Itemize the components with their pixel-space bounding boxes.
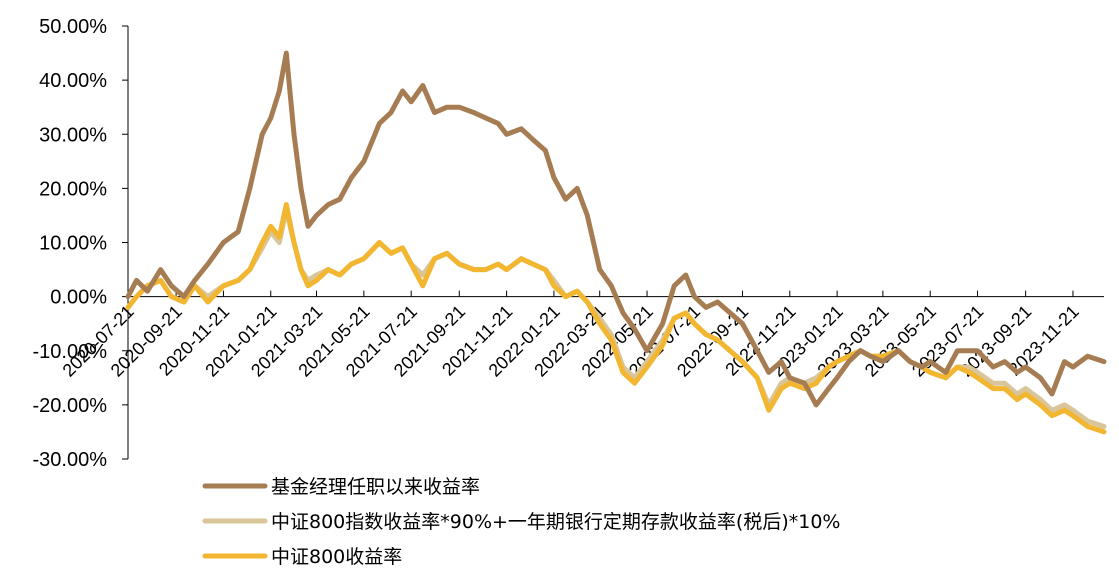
legend-label-1: 中证800指数收益率*90%+一年期银行定期存款收益率(税后)*10%	[271, 511, 840, 533]
y-axis: 50.00% 40.00% 30.00% 20.00% 10.00% 0.00% -10.0…	[33, 16, 129, 471]
y-tick-label: 10.00%	[39, 233, 107, 255]
y-tick-label: -30.00%	[33, 449, 108, 471]
legend-label-0: 基金经理任职以来收益率	[271, 476, 480, 498]
y-tick-label: -10.00%	[33, 341, 108, 363]
y-tick-label: -20.00%	[33, 395, 108, 417]
y-tick-label: 20.00%	[39, 178, 107, 200]
legend: 基金经理任职以来收益率中证800指数收益率*90%+一年期银行定期存款收益率(税…	[202, 476, 840, 568]
y-tick-label: 0.00%	[50, 287, 107, 309]
series-line-0	[125, 50, 1107, 408]
series-layer	[125, 50, 1107, 435]
y-tick-label: 30.00%	[39, 124, 107, 146]
y-tick-label: 40.00%	[39, 70, 107, 92]
y-tick-label: 50.00%	[39, 16, 107, 38]
legend-label-2: 中证800收益率	[271, 546, 402, 568]
series-line-2	[125, 202, 1107, 435]
